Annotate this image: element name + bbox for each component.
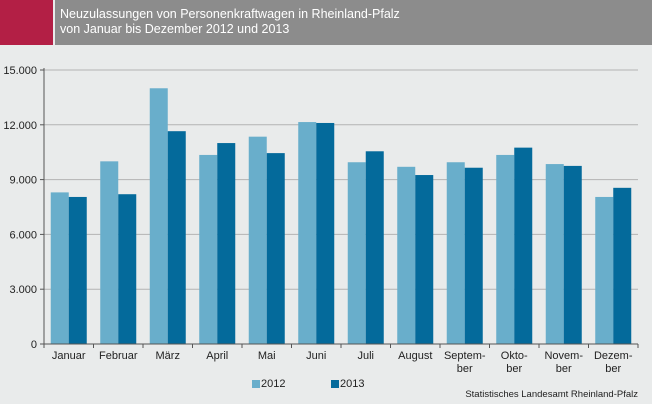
- chart-header: Neuzulassungen von Personenkraftwagen in…: [55, 0, 652, 45]
- bar-2013: [563, 165, 582, 344]
- y-tick-label: 6.000: [9, 229, 37, 241]
- bar-2012: [595, 196, 614, 344]
- bar-2012: [397, 166, 416, 344]
- y-tick-label: 9.000: [9, 175, 37, 187]
- bar-2013: [514, 147, 533, 344]
- y-tick-label: 3.000: [9, 284, 37, 296]
- legend-label-2012: 2012: [261, 378, 286, 390]
- y-tick-label: 0: [31, 339, 37, 351]
- y-tick-label: 12.000: [3, 120, 37, 132]
- header-accent: [0, 0, 53, 45]
- x-tick-label: Januar: [52, 350, 86, 362]
- chart-legend: 2012 2013: [0, 377, 652, 391]
- bar-2013: [68, 196, 87, 344]
- x-tick-label: Februar: [99, 350, 138, 362]
- bar-2013: [217, 143, 236, 344]
- bar-2012: [347, 162, 366, 344]
- legend-swatch-2013: [331, 380, 339, 388]
- bar-2013: [415, 175, 434, 344]
- x-tick-label: Juni: [306, 350, 326, 362]
- x-tick-label: März: [156, 350, 180, 362]
- x-tick-label: Juli: [357, 350, 374, 362]
- bar-2012: [248, 136, 267, 344]
- x-tick-label: ber: [556, 363, 572, 375]
- bar-2013: [464, 167, 483, 344]
- bar-2013: [613, 187, 632, 344]
- x-tick-label: August: [398, 350, 432, 362]
- bar-2013: [316, 122, 335, 345]
- x-tick-label: ber: [605, 363, 621, 375]
- chart-title: Neuzulassungen von Personenkraftwagen in…: [60, 7, 400, 21]
- x-tick-label: Novem-: [544, 350, 583, 362]
- x-tick-label: April: [206, 350, 228, 362]
- x-tick-label: Septem-: [444, 350, 486, 362]
- bar-2012: [199, 154, 218, 344]
- chart-subtitle: von Januar bis Dezember 2012 und 2013: [60, 22, 290, 36]
- bar-2012: [100, 161, 119, 344]
- bar-2012: [446, 162, 465, 344]
- bar-2012: [545, 164, 564, 344]
- bar-2012: [298, 122, 317, 344]
- source-note: Statistisches Landesamt Rheinland-Pfalz: [465, 389, 638, 400]
- x-tick-label: ber: [457, 363, 473, 375]
- bar-2012: [149, 88, 168, 345]
- x-tick-label: Mai: [258, 350, 276, 362]
- bar-2013: [365, 151, 384, 344]
- bar-2012: [50, 192, 69, 344]
- legend-swatch-2012: [252, 380, 260, 388]
- bar-2012: [496, 154, 515, 344]
- x-tick-label: ber: [506, 363, 522, 375]
- legend-label-2013: 2013: [340, 378, 365, 390]
- bar-2013: [167, 131, 186, 344]
- x-tick-label: Okto-: [501, 350, 528, 362]
- bar-2013: [266, 153, 285, 344]
- x-tick-label: Dezem-: [594, 350, 633, 362]
- bar-2013: [118, 194, 137, 344]
- y-tick-label: 15.000: [3, 65, 37, 77]
